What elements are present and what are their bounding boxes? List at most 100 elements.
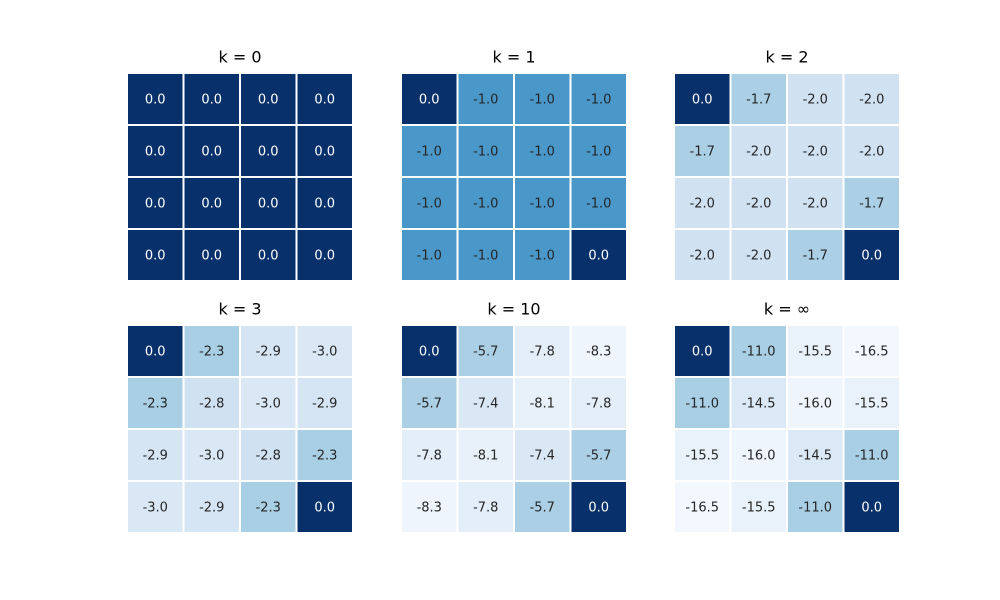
heatmap-cell <box>515 378 570 428</box>
cell-label: 0.0 <box>258 249 279 264</box>
cell-label: 0.0 <box>201 93 222 108</box>
heatmap-cell <box>515 430 570 480</box>
cell-label: -8.3 <box>417 501 442 516</box>
cell-label: -1.7 <box>803 249 828 264</box>
heatmap-cell <box>788 482 843 532</box>
cell-label: -11.0 <box>685 397 719 412</box>
heatmap-cell <box>458 482 513 532</box>
cell-label: -8.1 <box>530 397 555 412</box>
heatmap-cell <box>571 326 626 376</box>
heatmap-cell <box>844 74 899 124</box>
cell-label: 0.0 <box>145 197 166 212</box>
cell-label: -2.0 <box>746 197 771 212</box>
cell-label: 0.0 <box>201 145 222 160</box>
heatmap-cell <box>675 326 730 376</box>
heatmap-cell <box>571 230 626 280</box>
heatmap-cell <box>184 482 239 532</box>
heatmap-cell <box>515 178 570 228</box>
cell-label: -1.0 <box>473 93 498 108</box>
heatmap-cell <box>571 482 626 532</box>
cell-label: 0.0 <box>419 93 440 108</box>
heatmap-cell <box>675 230 730 280</box>
cell-label: 0.0 <box>692 93 713 108</box>
heatmap-cell <box>297 326 352 376</box>
heatmap-cell <box>731 430 786 480</box>
cell-label: -2.9 <box>256 345 281 360</box>
cell-label: -3.0 <box>312 345 337 360</box>
cell-label: -15.5 <box>685 449 719 464</box>
heatmap-cell <box>788 230 843 280</box>
heatmap-cell <box>241 326 296 376</box>
cell-label: -7.8 <box>473 501 498 516</box>
heatmap-cell <box>241 430 296 480</box>
cell-label: -3.0 <box>199 449 224 464</box>
cell-label: -2.0 <box>690 249 715 264</box>
cell-label: -1.0 <box>417 197 442 212</box>
cell-label: -8.3 <box>586 345 611 360</box>
heatmap-cell <box>675 178 730 228</box>
heatmap-cell <box>402 74 457 124</box>
heatmap-cell <box>402 482 457 532</box>
heatmap-cell <box>184 430 239 480</box>
cell-label: -1.7 <box>690 145 715 160</box>
cell-label: 0.0 <box>588 501 609 516</box>
cell-label: -5.7 <box>530 501 555 516</box>
heatmap-cell <box>788 126 843 176</box>
heatmap-cell <box>297 74 352 124</box>
heatmap-cell <box>184 378 239 428</box>
cell-label: -2.0 <box>803 145 828 160</box>
heatmap-cell <box>788 430 843 480</box>
cell-label: -7.8 <box>417 449 442 464</box>
cell-label: 0.0 <box>201 197 222 212</box>
heatmap-cell <box>184 126 239 176</box>
heatmap-cell <box>458 430 513 480</box>
heatmap-cell <box>515 326 570 376</box>
cell-label: -2.0 <box>690 197 715 212</box>
cell-label: 0.0 <box>314 249 335 264</box>
cell-label: -16.5 <box>685 501 719 516</box>
heatmap-cell <box>184 74 239 124</box>
cell-label: -2.3 <box>312 449 337 464</box>
heatmap-cell <box>844 230 899 280</box>
cell-label: 0.0 <box>201 249 222 264</box>
cell-label: 0.0 <box>145 345 166 360</box>
heatmap-cell <box>241 378 296 428</box>
heatmap-cell <box>184 178 239 228</box>
cell-label: -1.0 <box>530 145 555 160</box>
cell-label: -1.0 <box>417 249 442 264</box>
panel-title: k = 1 <box>492 48 535 67</box>
cell-label: -7.4 <box>530 449 555 464</box>
heatmap-cell <box>731 482 786 532</box>
cell-label: -1.0 <box>586 197 611 212</box>
heatmap-cell <box>571 430 626 480</box>
heatmap-cell <box>571 378 626 428</box>
heatmap-cell <box>241 126 296 176</box>
cell-label: 0.0 <box>692 345 713 360</box>
panel-title: k = 0 <box>218 48 261 67</box>
heatmap-cell <box>731 378 786 428</box>
cell-label: -1.0 <box>530 93 555 108</box>
cell-label: -5.7 <box>473 345 498 360</box>
heatmap-cell <box>731 230 786 280</box>
heatmap-cell <box>515 126 570 176</box>
heatmap-cell <box>128 378 183 428</box>
heatmap-cell <box>458 326 513 376</box>
cell-label: -5.7 <box>586 449 611 464</box>
cell-label: -15.5 <box>855 397 889 412</box>
heatmap-cell <box>788 326 843 376</box>
cell-label: 0.0 <box>258 93 279 108</box>
heatmap-cell <box>241 482 296 532</box>
heatmap-cell <box>458 378 513 428</box>
cell-label: -1.0 <box>473 249 498 264</box>
heatmap-cell <box>844 378 899 428</box>
heatmap-cell <box>675 430 730 480</box>
heatmap-cell <box>571 178 626 228</box>
heatmap-cell <box>731 74 786 124</box>
cell-label: -14.5 <box>798 449 832 464</box>
cell-label: -2.3 <box>199 345 224 360</box>
cell-label: -16.5 <box>855 345 889 360</box>
cell-label: -1.0 <box>586 93 611 108</box>
heatmap-cell <box>402 178 457 228</box>
heatmap-cell <box>675 378 730 428</box>
heatmap-cell <box>844 430 899 480</box>
